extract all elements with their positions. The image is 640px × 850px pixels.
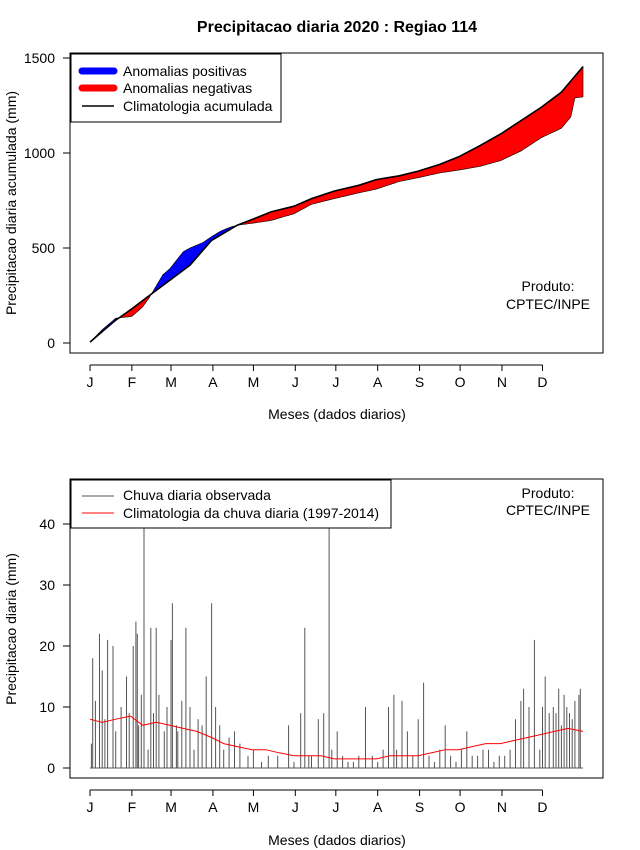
chart1-y-tick-label: 1500 — [24, 50, 55, 66]
daily-chart: 0 10 20 30 40 J F M A M J J A S O N D Meses (dados diar… — [3, 478, 604, 848]
chart1-y-tick-label: 1000 — [24, 145, 55, 161]
chart1-x-tick-label: S — [415, 374, 424, 390]
chart2-legend: Chuva diaria observada Climatologia da c… — [70, 479, 392, 529]
daily-climatology-line — [89, 715, 584, 760]
chart1-y-tick-label: 500 — [32, 240, 56, 256]
chart2-y-axis: 0 10 20 30 40 — [39, 516, 71, 776]
chart2-y-tick-label: 0 — [47, 760, 55, 776]
chart1-y-axis-label: Precipitacao diaria acumulada (mm) — [3, 91, 19, 315]
chart1-x-tick-label: J — [332, 374, 339, 390]
accumulated-chart: Precipitacao diaria 2020 : Regiao 114 0 5… — [3, 19, 604, 422]
climatology-accumulated-line — [89, 66, 584, 343]
chart1-x-tick-label: N — [497, 374, 507, 390]
chart2-x-tick-label: M — [165, 799, 177, 815]
chart2-x-tick-label: O — [455, 799, 466, 815]
chart2-y-tick-label: 30 — [39, 577, 55, 593]
chart2-note-line2: CPTEC/INPE — [506, 502, 590, 518]
chart1-note-line2: CPTEC/INPE — [506, 296, 590, 312]
chart2-x-tick-label: M — [248, 799, 260, 815]
chart1-note-line1: Produto: — [522, 278, 575, 294]
chart2-x-tick-label: F — [128, 799, 137, 815]
chart2-x-axis-label: Meses (dados diarios) — [268, 832, 406, 848]
legend-label-observed: Chuva diaria observada — [123, 487, 271, 503]
chart1-x-tick-label: D — [537, 374, 547, 390]
chart2-x-tick-label: D — [537, 799, 547, 815]
chart2-y-tick-label: 10 — [39, 699, 55, 715]
chart1-y-tick-label: 0 — [47, 335, 55, 351]
chart2-x-tick-label: S — [415, 799, 424, 815]
chart1-marks — [89, 65, 584, 343]
chart1-x-tick-label: J — [292, 374, 299, 390]
chart1-x-tick-label: J — [87, 374, 94, 390]
chart2-x-tick-label: N — [497, 799, 507, 815]
chart1-x-tick-label: A — [373, 374, 383, 390]
chart1-x-tick-label: M — [248, 374, 260, 390]
chart2-y-axis-label: Precipitacao diaria (mm) — [3, 553, 19, 705]
chart2-x-tick-label: J — [292, 799, 299, 815]
legend-label-daily-climatology: Climatologia da chuva diaria (1997-2014) — [123, 505, 379, 521]
negative-anomaly-area — [238, 65, 584, 226]
chart1-legend: Anomalias positivas Anomalias negativas … — [70, 53, 282, 123]
chart1-x-tick-label: O — [455, 374, 466, 390]
legend-label-negative: Anomalias negativas — [123, 80, 252, 96]
chart2-x-tick-label: J — [87, 799, 94, 815]
chart2-x-tick-label: A — [373, 799, 383, 815]
chart2-y-tick-label: 40 — [39, 516, 55, 532]
chart2-x-tick-label: A — [208, 799, 218, 815]
chart1-x-axis-label: Meses (dados diarios) — [268, 406, 406, 422]
chart2-y-tick-label: 20 — [39, 638, 55, 654]
chart2-note-line1: Produto: — [522, 485, 575, 501]
chart1-x-tick-label: F — [128, 374, 137, 390]
chart1-y-axis: 0 500 1000 1500 — [24, 50, 71, 351]
chart2-legend-box — [70, 479, 392, 529]
legend-label-positive: Anomalias positivas — [123, 63, 247, 79]
chart1-x-tick-label: A — [208, 374, 218, 390]
legend-label-climatology: Climatologia acumulada — [123, 98, 273, 114]
chart2-x-tick-label: J — [332, 799, 339, 815]
chart1-title: Precipitacao diaria 2020 : Regiao 114 — [197, 19, 477, 36]
chart1-x-tick-label: M — [165, 374, 177, 390]
chart2-marks — [89, 524, 584, 769]
